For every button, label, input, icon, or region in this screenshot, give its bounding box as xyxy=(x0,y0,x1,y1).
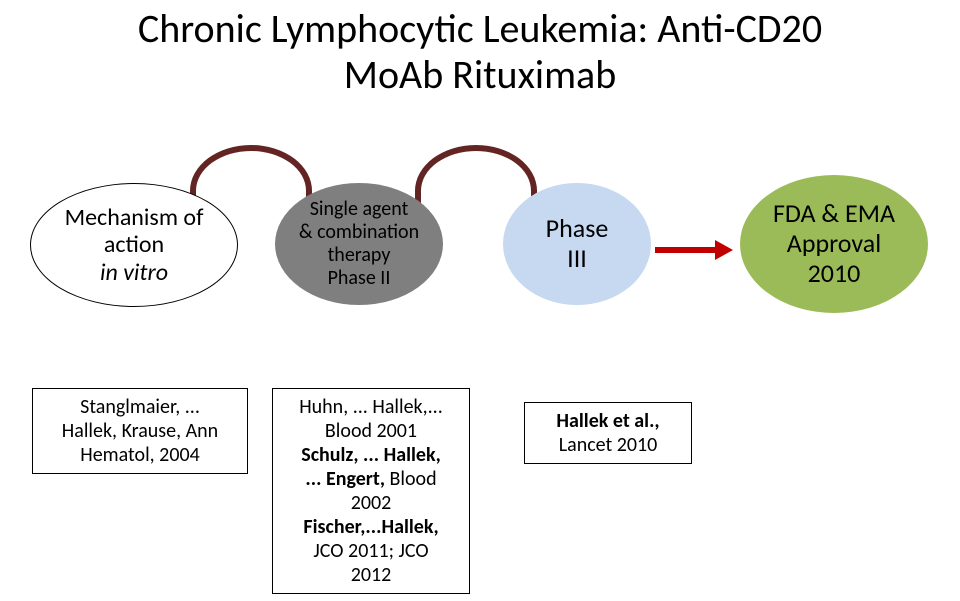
arc-phase2-to-phase3 xyxy=(415,145,537,206)
title-line2: MoAb Rituximab xyxy=(0,52,960,98)
text-line: Phase xyxy=(546,212,609,244)
text-line: therapy xyxy=(328,243,391,267)
node-approval: FDA & EMA Approval 2010 xyxy=(740,175,928,313)
node-phase3-text: Phase III xyxy=(542,210,613,278)
citation-box-2: Hallek et al., Lancet 2010 xyxy=(524,402,692,464)
text-line: Phase II xyxy=(328,266,391,290)
node-mechanism: Mechanism of action in vitro xyxy=(30,183,238,307)
text-line: FDA & EMA xyxy=(773,197,895,229)
node-phase2-text: Single agent & combination therapy Phase… xyxy=(295,194,423,294)
text-line: action xyxy=(104,230,164,259)
node-mechanism-text: Mechanism of action in vitro xyxy=(61,200,208,291)
text-line: & combination xyxy=(299,220,419,244)
text-line: 2010 xyxy=(808,257,861,289)
node-phase2: Single agent & combination therapy Phase… xyxy=(275,183,443,305)
text-line: Mechanism of xyxy=(65,203,204,232)
arc-mechanism-to-phase2 xyxy=(190,145,312,206)
flow-diagram: Mechanism of action in vitro Single agen… xyxy=(20,165,940,335)
text-line: III xyxy=(567,242,587,274)
arrow-shaft xyxy=(655,247,721,253)
text-line: Approval xyxy=(787,227,881,259)
citations-row: Stanglmaier, ...Hallek, Krause, AnnHemat… xyxy=(20,360,940,560)
text-line-italic: in vitro xyxy=(100,258,168,287)
text-line: Single agent xyxy=(310,197,409,221)
citation-box-0: Stanglmaier, ...Hallek, Krause, AnnHemat… xyxy=(32,388,248,474)
arrowhead-icon xyxy=(715,240,733,260)
arrow-phase3-to-approval xyxy=(655,240,740,260)
node-phase3: Phase III xyxy=(503,183,651,305)
title-line1: Chronic Lymphocytic Leukemia: Anti-CD20 xyxy=(138,4,822,53)
citation-box-1: Huhn, ... Hallek,...Blood 2001Schulz, ..… xyxy=(272,388,470,594)
slide-title: Chronic Lymphocytic Leukemia: Anti-CD20 … xyxy=(0,6,960,98)
node-approval-text: FDA & EMA Approval 2010 xyxy=(769,195,899,293)
